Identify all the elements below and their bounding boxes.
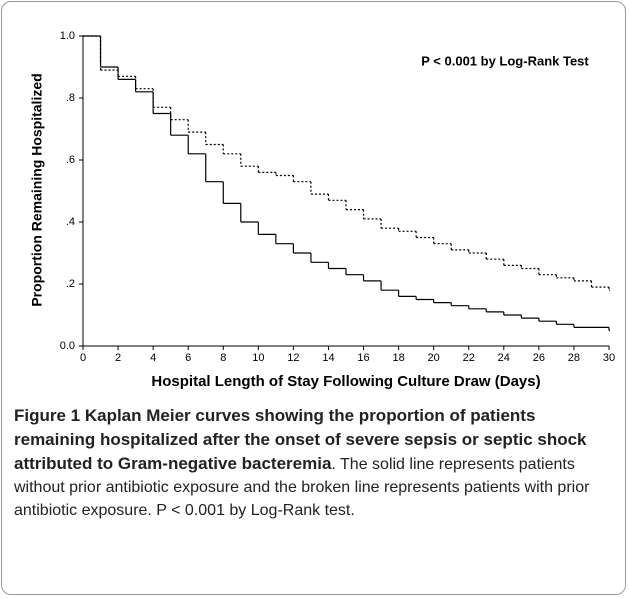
y-tick-label: .8 [66, 92, 75, 104]
x-tick-label: 30 [603, 352, 615, 364]
x-tick-label: 6 [185, 352, 191, 364]
x-tick-label: 10 [252, 352, 264, 364]
caption-text: . The solid line represents patients wit… [14, 456, 590, 519]
x-tick-label: 2 [115, 352, 121, 364]
x-axis-label: Hospital Length of Stay Following Cultur… [151, 373, 540, 390]
y-axis-label: Proportion Remaining Hospitalized [29, 73, 45, 306]
x-tick-label: 4 [150, 352, 156, 364]
x-tick-label: 12 [287, 352, 299, 364]
annotation: P < 0.001 by Log-Rank Test [421, 53, 589, 68]
x-tick-label: 24 [498, 352, 510, 364]
x-tick-label: 20 [428, 352, 440, 364]
chart: P < 0.001 by Log-Rank Test Hospital Leng… [29, 30, 615, 390]
x-tick-label: 26 [533, 352, 545, 364]
y-tick-label: .2 [66, 278, 75, 290]
x-tick-label: 8 [220, 352, 226, 364]
x-tick-label: 14 [322, 352, 334, 364]
x-tick-label: 22 [463, 352, 475, 364]
x-tick-label: 28 [568, 352, 580, 364]
y-tick-label: 1.0 [60, 30, 75, 42]
x-tick-label: 0 [80, 352, 86, 364]
caption: Figure 1 Kaplan Meier curves showing the… [14, 404, 618, 522]
y-tick-label: 0.0 [60, 340, 75, 352]
x-tick-label: 16 [357, 352, 369, 364]
y-tick-label: .6 [66, 154, 75, 166]
y-tick-label: .4 [66, 216, 75, 228]
caption-title: Figure 1 Kaplan Meier curves showing the… [14, 406, 587, 473]
x-tick-label: 18 [392, 352, 404, 364]
